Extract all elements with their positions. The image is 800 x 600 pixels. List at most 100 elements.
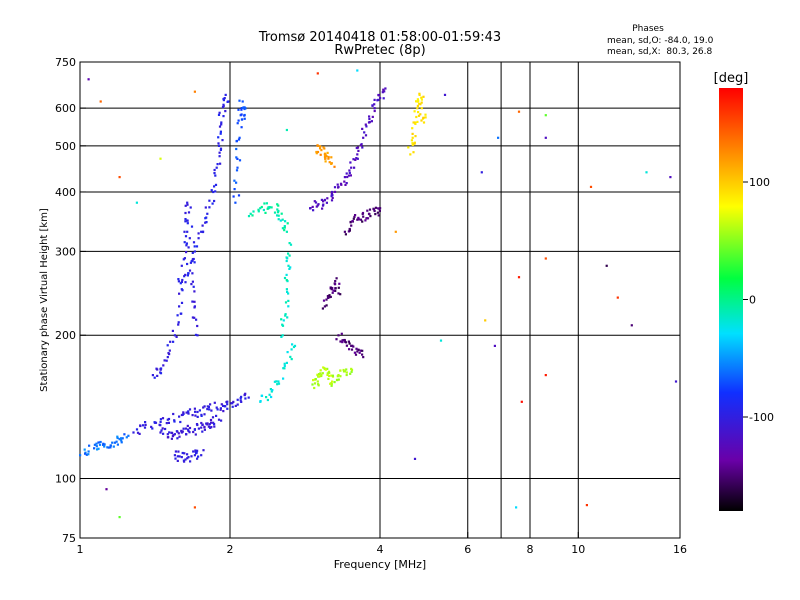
trace-point — [116, 436, 119, 440]
trace-point — [184, 458, 187, 461]
trace-point — [186, 201, 189, 204]
trace-point — [411, 143, 414, 146]
trace-point — [221, 139, 224, 142]
trace-point — [196, 449, 199, 452]
trace-point — [334, 283, 337, 286]
trace-point — [281, 227, 284, 230]
trace-point — [189, 261, 192, 264]
y-tick-label: 600 — [55, 102, 76, 115]
trace-point — [319, 372, 322, 375]
trace-point — [218, 125, 222, 128]
trace-point — [326, 296, 330, 299]
trace-point — [192, 430, 195, 434]
trace-point — [348, 342, 351, 345]
trace-point — [361, 127, 364, 130]
trace-point — [277, 382, 281, 385]
trace-point — [365, 125, 368, 128]
trace-point — [330, 162, 333, 165]
trace-point — [284, 313, 287, 316]
trace-point — [327, 156, 330, 159]
trace-point — [180, 312, 183, 315]
trace-point — [378, 209, 381, 212]
trace-point — [203, 405, 206, 408]
trace-point — [188, 426, 192, 430]
trace-point — [419, 113, 422, 116]
trace-point — [184, 204, 187, 207]
scatter-point — [99, 100, 102, 103]
trace-point — [419, 103, 422, 106]
trace-point — [238, 99, 241, 102]
trace-point — [367, 121, 371, 124]
trace-point — [215, 406, 218, 409]
trace-point — [339, 375, 342, 378]
trace-point — [357, 218, 361, 221]
trace-point — [333, 186, 337, 189]
trace-point — [235, 169, 239, 172]
trace-point — [348, 169, 351, 172]
trace-point — [235, 147, 238, 151]
trace-point — [202, 449, 205, 452]
scatter-point — [285, 128, 288, 132]
trace-point — [366, 209, 369, 212]
trace-point — [277, 204, 280, 207]
trace-point — [236, 122, 239, 125]
trace-point — [324, 157, 327, 160]
x-tick-label: 1 — [77, 543, 84, 556]
trace-point — [240, 107, 243, 110]
trace-point — [347, 340, 350, 343]
scatter-point — [589, 185, 593, 188]
trace-point — [285, 259, 288, 263]
trace-point — [356, 350, 359, 353]
trace-point — [186, 457, 189, 460]
trace-point — [210, 426, 213, 429]
trace-point — [354, 158, 357, 161]
trace-point — [353, 215, 356, 218]
scatter-point — [585, 504, 588, 507]
trace-point — [321, 207, 324, 210]
trace-point — [268, 393, 271, 396]
trace-point — [166, 356, 169, 359]
trace-point — [361, 146, 364, 149]
scatter-point — [674, 380, 678, 383]
trace-point — [103, 443, 106, 446]
trace-point — [358, 351, 361, 354]
trace-point — [312, 379, 315, 382]
grid-lines — [80, 62, 680, 538]
trace-point — [324, 368, 327, 371]
trace-point — [316, 144, 319, 147]
trace-point — [166, 344, 169, 347]
trace-point — [193, 306, 196, 309]
trace-point — [345, 373, 348, 377]
trace-point — [326, 151, 329, 154]
trace-point — [324, 160, 327, 163]
trace-point — [217, 142, 220, 145]
trace-point — [416, 107, 419, 110]
trace-point — [213, 168, 216, 172]
trace-point — [285, 361, 288, 364]
trace-point — [207, 425, 210, 428]
trace-point — [165, 359, 168, 362]
trace-point — [180, 264, 183, 267]
trace-point — [277, 380, 280, 383]
trace-point — [212, 190, 215, 194]
trace-point — [349, 161, 352, 164]
trace-point — [347, 174, 351, 177]
trace-point — [118, 438, 121, 441]
trace-point — [339, 293, 342, 296]
trace-point — [337, 185, 340, 188]
trace-point — [416, 104, 419, 107]
trace-point — [220, 121, 223, 124]
trace-point — [382, 89, 385, 92]
trace-point — [144, 423, 147, 426]
trace-point — [374, 206, 377, 209]
trace-point — [417, 99, 420, 102]
trace-point — [415, 115, 418, 119]
trace-point — [189, 460, 192, 463]
trace-point — [417, 114, 421, 117]
scatter-point — [520, 400, 523, 403]
trace-point — [349, 372, 352, 375]
trace-point — [226, 400, 229, 403]
trace-point — [422, 95, 425, 98]
trace-point — [275, 380, 278, 383]
trace-point — [361, 212, 364, 216]
